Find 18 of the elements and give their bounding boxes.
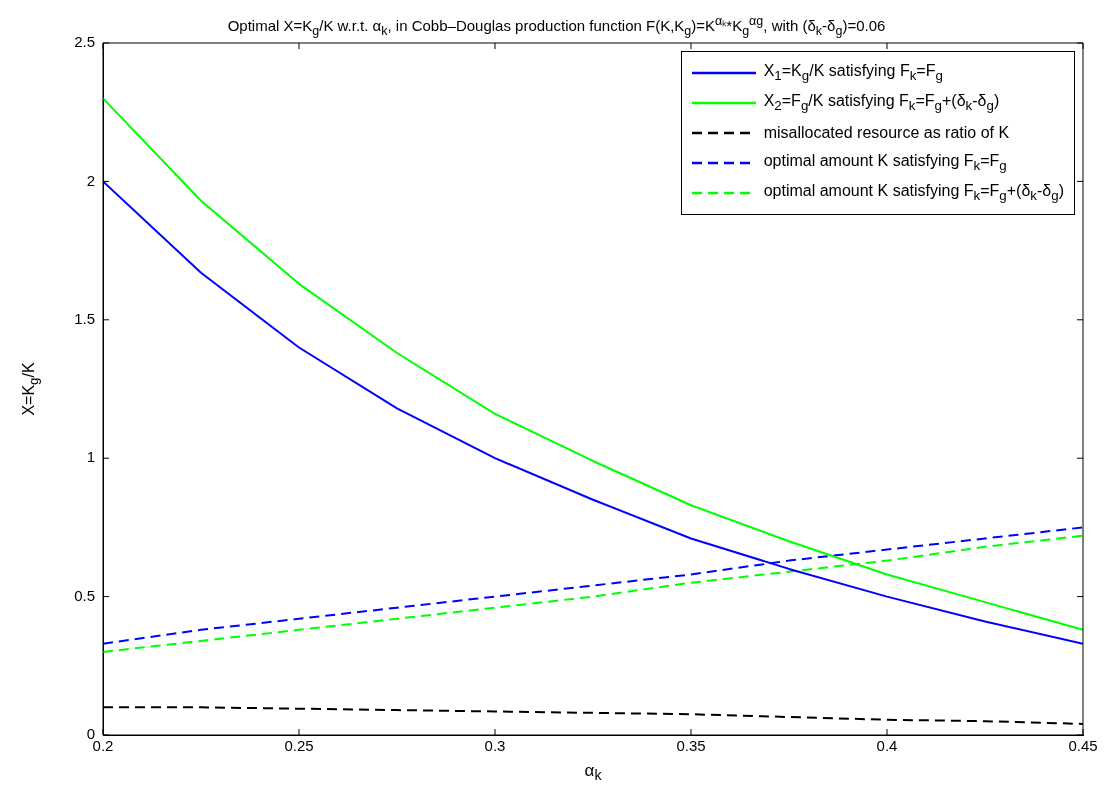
legend-label: optimal amount K satisfying F$_{k}$=F$_{g}$: [763, 152, 1007, 174]
y-tick-label: 2.5: [74, 33, 95, 51]
x-tick-label: 0.3: [484, 737, 506, 755]
y-tick-label: 0: [86, 725, 95, 743]
x-tick-label: 0.45: [1068, 737, 1098, 755]
text: optimal amount K satisfying F$_{k}$=F$_{g}$+(δ$_{k}$-δ$_{g}$): [763, 182, 1064, 204]
y-tick-label: 2: [86, 171, 95, 189]
legend-label: X$_{1}$=K$_{g}$/K satisfying F$_{k}$=F$_{g}$: [763, 62, 943, 84]
x-tick-label: 0.35: [676, 737, 706, 755]
y-tick-label: 0.5: [74, 586, 95, 604]
legend-label: misallocated resource as ratio of K: [763, 124, 1010, 142]
y-tick-label: 1.5: [74, 309, 95, 327]
x-axis-title: α$_{k}$: [583, 761, 603, 784]
x-tick-label: 0.25: [284, 737, 314, 755]
text: X$_{2}$=F$_{g}$/K satisfying F$_{k}$=F$_{g}$+(δ$_{k}$-δ$_{g}$): [763, 92, 1000, 114]
chart-title: Optimal X=K$_{g}$/K w.r.t. α$_{k}$, in Cobb–Douglas production function F(K,K$_{g}$)=K$^{αₖ}$*K$_{g}$$^{αg}$, with (δ$_{k}$-δ$_{g}$)=0.06: [227, 14, 886, 38]
x-tick-label: 0.4: [876, 737, 898, 755]
y-tick-label: 1: [86, 448, 95, 466]
